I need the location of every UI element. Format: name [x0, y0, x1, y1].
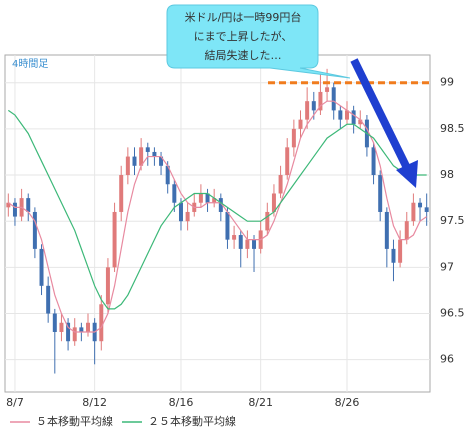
y-tick-label: 97.5 — [440, 214, 465, 227]
annotation-line: にまで上昇したが、 — [194, 29, 293, 43]
candle-body — [105, 267, 110, 305]
candle-body — [52, 313, 57, 332]
candle-body — [39, 248, 44, 286]
candle-body — [26, 198, 31, 212]
candle-body — [79, 327, 84, 332]
legend: ５本移動平均線 ２５本移動平均線 — [10, 414, 236, 428]
candle-body — [398, 239, 403, 263]
candle-body — [418, 202, 423, 208]
candle-body — [185, 211, 190, 222]
candle-body — [411, 202, 416, 222]
annotation-bubble: 米ドル/円は一時99円台 にまで上昇したが、 結局失速した… — [166, 4, 351, 79]
legend-label: ５本移動平均線 — [36, 414, 113, 428]
annotation-line: 米ドル/円は一時99円台 — [185, 10, 302, 24]
candle-body — [291, 128, 296, 148]
candle-body — [424, 207, 429, 212]
candle-body — [6, 202, 11, 208]
candle-body — [225, 211, 230, 240]
candle-body — [159, 156, 164, 166]
candle-body — [378, 175, 383, 212]
candle-body — [46, 285, 51, 314]
candle-body — [172, 184, 177, 203]
candle-body — [325, 87, 330, 92]
candle-body — [338, 110, 343, 120]
plot-frame — [4, 54, 431, 393]
candle-body — [358, 119, 363, 125]
x-tick-label: 8/21 — [248, 396, 273, 409]
candle-body — [311, 101, 316, 111]
candle-body — [178, 202, 183, 222]
candle-body — [119, 175, 124, 212]
candle-body — [404, 221, 409, 240]
candle-body — [265, 211, 270, 231]
timeframe-label: 4時間足 — [12, 58, 48, 70]
x-tick-label: 8/7 — [6, 396, 24, 409]
candle-body — [145, 147, 150, 152]
candle-body — [278, 175, 283, 194]
annotation-line: 結局失速した… — [205, 48, 282, 62]
x-tick-label: 8/26 — [335, 396, 360, 409]
moving-average-line — [7, 100, 428, 333]
candle-body — [112, 211, 117, 268]
x-tick-label: 8/16 — [169, 396, 194, 409]
marks — [6, 68, 430, 374]
candle-body — [165, 165, 170, 185]
candle-body — [252, 239, 257, 249]
y-tick-label: 98 — [440, 168, 454, 181]
candle-body — [285, 147, 290, 176]
candle-body — [245, 239, 250, 249]
candle-body — [305, 101, 310, 120]
candle-body — [99, 304, 104, 342]
candle-body — [139, 147, 144, 166]
candle-body — [345, 110, 349, 120]
candle-body — [238, 235, 243, 249]
candle-body — [12, 202, 17, 217]
candle-body — [298, 119, 303, 129]
y-tick-label: 99 — [440, 76, 454, 89]
candle-body — [384, 211, 389, 249]
candle-body — [371, 147, 376, 176]
candle-body — [125, 156, 130, 176]
candle-body — [205, 193, 210, 203]
candle-body — [86, 322, 90, 332]
y-tick-label: 97 — [440, 260, 454, 273]
candle-body — [212, 198, 217, 203]
legend-label: ２５本移動平均線 — [148, 414, 236, 428]
moving-average-line — [7, 109, 427, 310]
candle-body — [391, 248, 396, 263]
candle-body — [218, 198, 223, 212]
candle-body — [72, 327, 77, 342]
candle-body — [66, 322, 71, 342]
candle-body — [232, 235, 237, 240]
candle-body — [198, 193, 203, 203]
candle-body — [271, 193, 276, 212]
y-tick-label: 98.5 — [440, 122, 465, 135]
candle-body — [59, 322, 64, 332]
candle-body — [32, 211, 37, 249]
candle-body — [152, 151, 157, 157]
x-tick-label: 8/12 — [82, 396, 107, 409]
candle-body — [331, 87, 336, 111]
candle-body — [351, 110, 356, 125]
trend-arrow — [350, 58, 418, 188]
y-tick-label: 96.5 — [440, 307, 465, 320]
candle-body — [318, 91, 323, 111]
y-tick-label: 96 — [440, 353, 454, 366]
candle-body — [132, 156, 137, 166]
